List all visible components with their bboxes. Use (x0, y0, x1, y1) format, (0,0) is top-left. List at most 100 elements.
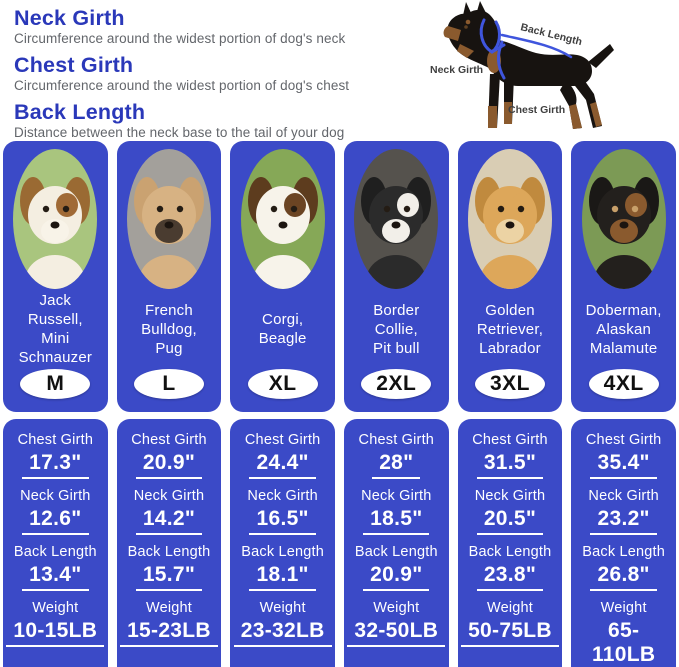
chest-girth-value: 28" (372, 451, 421, 479)
size-card-l: French Bulldog, Pug L (116, 141, 222, 412)
back-length-label: Back Length (127, 544, 211, 560)
back-length-label: Back Length (468, 544, 552, 560)
neck-girth-value: 12.6" (22, 507, 89, 535)
neck-girth-term: Neck Girth (14, 6, 125, 30)
breed-names: Border Collie, Pit bull (373, 301, 420, 357)
dog-photo-french-bulldog (126, 149, 211, 289)
weight-value: 10-15LB (6, 619, 105, 647)
back-length-value: 23.8" (476, 563, 544, 591)
size-label: XL (268, 372, 297, 395)
measurements-card-xl: Chest Girth 24.4" Neck Girth 16.5" Back Le… (230, 419, 335, 667)
breed-names: Doberman, Alaskan Malamute (585, 301, 662, 357)
dog-face-illustration (354, 149, 439, 289)
dog-photo-doberman (581, 149, 666, 289)
size-card-2xl: Border Collie, Pit bull 2XL (343, 141, 449, 412)
dog-photo-border-collie (354, 149, 439, 289)
neck-girth-label: Neck Girth (361, 488, 432, 504)
measurement-cards: Chest Girth 17.3" Neck Girth 12.6" Back Le… (3, 419, 676, 667)
size-card-m: Jack Russell, Mini Schnauzer M (3, 141, 108, 412)
diagram-neck-girth-label: Neck Girth (430, 64, 483, 76)
weight-value: 65-110LB (571, 619, 676, 667)
chest-girth-label: Chest Girth (358, 432, 435, 448)
weight-value: 32-50LB (347, 619, 446, 647)
size-badge: M (20, 369, 91, 399)
measurements-card-l: Chest Girth 20.9" Neck Girth 14.2" Back Le… (116, 419, 222, 667)
neck-girth-label: Neck Girth (588, 488, 659, 504)
measurements-card-4xl: Chest Girth 35.4" Neck Girth 23.2" Back Le… (571, 419, 676, 667)
chest-girth-label: Chest Girth (17, 432, 94, 448)
breed-names: Golden Retriever, Labrador (476, 301, 544, 357)
neck-girth-value: 16.5" (249, 507, 316, 535)
dog-face-illustration (240, 149, 325, 289)
size-card-3xl: Golden Retriever, Labrador 3XL (457, 141, 563, 412)
breed-names: Jack Russell, Mini Schnauzer (18, 292, 93, 366)
back-length-value: 20.9" (363, 563, 430, 591)
neck-girth-label: Neck Girth (247, 488, 318, 504)
weight-label: Weight (32, 600, 79, 616)
size-label: 2XL (376, 372, 417, 395)
size-badge: 3XL (474, 369, 545, 399)
weight-label: Weight (259, 600, 306, 616)
measurement-definitions: Neck Girth Circumference around the wide… (14, 6, 414, 147)
dog-face-illustration (581, 149, 666, 289)
neck-girth-value: 14.2" (135, 507, 203, 535)
dog-photo-golden-retriever (467, 149, 552, 289)
chest-girth-value: 20.9" (135, 451, 203, 479)
weight-value: 50-75LB (461, 619, 559, 647)
size-badge: 2XL (361, 369, 432, 399)
dog-photo-beagle (240, 149, 325, 289)
chest-girth-label: Chest Girth (472, 432, 548, 448)
weight-label: Weight (373, 600, 420, 616)
size-badge: L (133, 369, 204, 399)
back-length-value: 13.4" (22, 563, 89, 591)
neck-girth-label: Neck Girth (20, 488, 91, 504)
weight-label: Weight (600, 600, 647, 616)
size-card-xl: Corgi, Beagle XL (230, 141, 335, 412)
chest-girth-label: Chest Girth (585, 432, 662, 448)
back-length-line (500, 33, 573, 59)
neck-girth-label: Neck Girth (133, 488, 205, 504)
neck-girth-value: 20.5" (476, 507, 544, 535)
chest-girth-definition: Circumference around the widest portion … (14, 78, 350, 93)
size-badge: XL (247, 369, 318, 399)
chest-girth-term: Chest Girth (14, 53, 134, 77)
breed-size-cards: Jack Russell, Mini Schnauzer M French Bu… (3, 141, 676, 412)
dog-diagram-illustration: Back Length Neck Girth Chest Girth (430, 1, 614, 129)
breed-names: French Bulldog, Pug (141, 301, 197, 357)
back-length-definition: Distance between the neck base to the ta… (14, 125, 345, 140)
back-length-term: Back Length (14, 100, 146, 124)
weight-label: Weight (486, 600, 534, 616)
size-label: 3XL (489, 372, 530, 395)
weight-value: 15-23LB (120, 619, 218, 647)
back-length-label: Back Length (241, 544, 325, 560)
back-length-label: Back Length (13, 544, 97, 560)
measurements-card-2xl: Chest Girth 28" Neck Girth 18.5" Back Leng… (343, 419, 449, 667)
dog-photo-jack-russell (13, 149, 98, 289)
chest-girth-value: 17.3" (22, 451, 89, 479)
dog-face-illustration (467, 149, 552, 289)
size-label: L (162, 372, 176, 395)
back-length-value: 18.1" (249, 563, 316, 591)
neck-girth-value: 23.2" (590, 507, 657, 535)
size-card-4xl: Doberman, Alaskan Malamute 4XL (571, 141, 676, 412)
back-length-value: 15.7" (135, 563, 203, 591)
measurements-card-3xl: Chest Girth 31.5" Neck Girth 20.5" Back Le… (457, 419, 563, 667)
chest-girth-value: 35.4" (590, 451, 657, 479)
neck-girth-definition: Circumference around the widest portion … (14, 31, 346, 46)
weight-value: 23-32LB (233, 619, 332, 647)
dog-face-illustration (13, 149, 98, 289)
chest-strap (497, 40, 506, 80)
measurements-card-m: Chest Girth 17.3" Neck Girth 12.6" Back Le… (3, 419, 108, 667)
size-label: M (46, 372, 65, 395)
neck-girth-label: Neck Girth (474, 488, 546, 504)
chest-girth-label: Chest Girth (131, 432, 207, 448)
weight-label: Weight (145, 600, 193, 616)
diagram-back-length-label: Back Length (519, 21, 583, 48)
size-label: 4XL (603, 372, 644, 395)
size-badge: 4XL (588, 369, 659, 399)
chest-girth-value: 31.5" (476, 451, 544, 479)
back-length-label: Back Length (354, 544, 438, 560)
chest-girth-label: Chest Girth (244, 432, 321, 448)
dog-measurement-diagram: Back Length Neck Girth Chest Girth (420, 0, 676, 138)
